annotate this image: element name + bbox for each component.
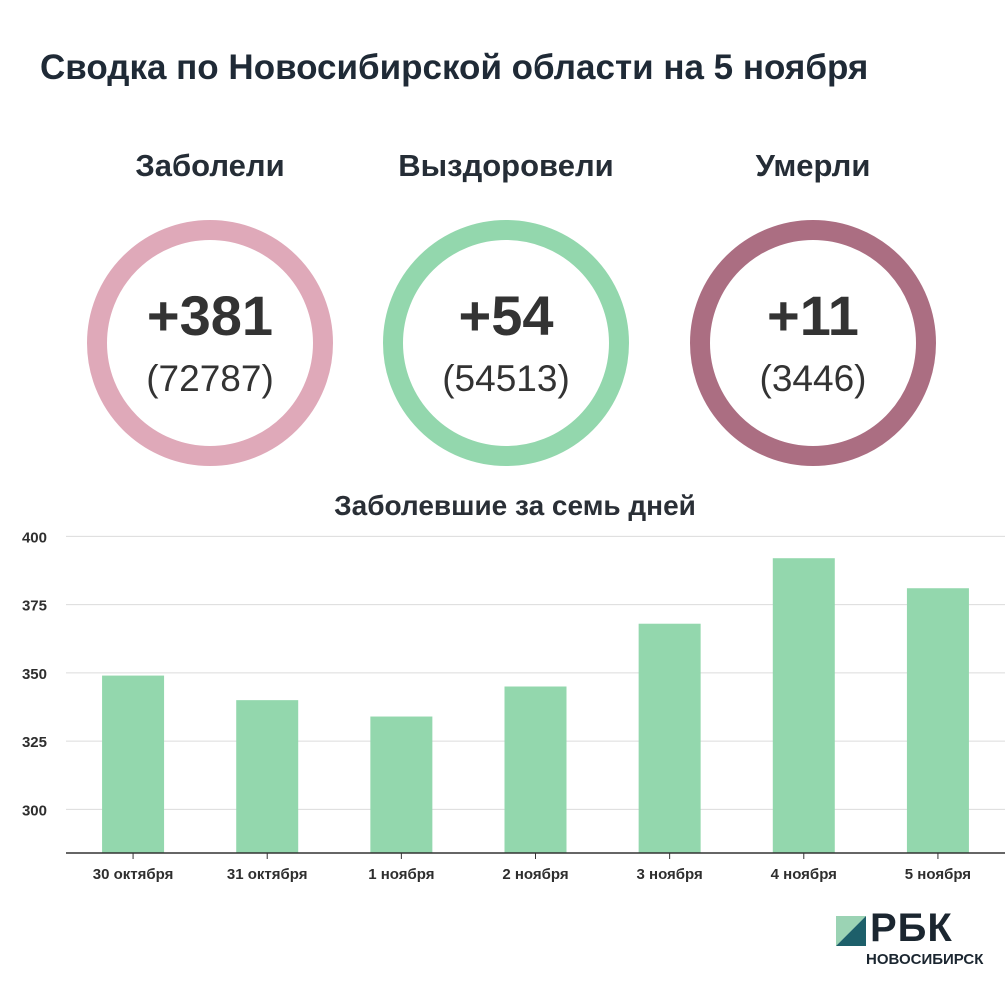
x-tick-label: 2 ноября <box>502 866 568 883</box>
y-tick-label: 350 <box>22 666 47 683</box>
bar <box>906 588 969 853</box>
stat-infected: Заболели +381 (72787) <box>60 140 360 470</box>
x-tick-label: 31 октября <box>227 866 308 883</box>
bar <box>236 700 299 853</box>
bar-chart: Заболевшие за семь дней 300325350375400 … <box>22 490 1005 883</box>
bar <box>638 623 701 853</box>
page-title: Сводка по Новосибирской области на 5 ноя… <box>40 48 869 87</box>
stat-infected-label: Заболели <box>135 148 285 183</box>
y-tick-label: 300 <box>22 802 47 819</box>
x-tick-label: 30 октября <box>93 866 174 883</box>
bar <box>772 558 835 853</box>
bar <box>370 716 433 853</box>
x-tick-label: 3 ноября <box>637 866 703 883</box>
stat-recovered-ring: +54 (54513) <box>383 220 629 466</box>
y-tick-label: 325 <box>22 734 47 751</box>
rbc-logo: РБК НОВОСИБИРСК <box>836 908 996 976</box>
stat-deaths-total: (3446) <box>759 358 867 399</box>
stat-deaths: Умерли +11 (3446) <box>663 140 963 470</box>
bar <box>102 675 165 853</box>
bar <box>504 686 567 853</box>
x-tick-label: 1 ноября <box>368 866 434 883</box>
y-tick-label: 375 <box>22 598 47 615</box>
stat-recovered: Выздоровели +54 (54513) <box>356 140 656 470</box>
stat-recovered-label: Выздоровели <box>398 148 614 183</box>
stat-infected-total: (72787) <box>146 358 274 399</box>
stat-infected-ring: +381 (72787) <box>87 220 333 466</box>
rbc-logo-region: НОВОСИБИРСК <box>866 951 984 968</box>
bars <box>102 558 969 853</box>
stat-recovered-total: (54513) <box>442 358 570 399</box>
stat-infected-delta: +381 <box>146 284 274 347</box>
axes: 30 октября 31 октября 1 ноября 2 ноября 3 но… <box>66 852 1005 883</box>
stat-deaths-ring: +11 (3446) <box>690 220 936 466</box>
stat-recovered-delta: +54 <box>458 284 554 347</box>
chart-title: Заболевшие за семь дней <box>334 490 696 521</box>
rbc-logo-brand: РБК <box>870 906 953 950</box>
stat-deaths-label: Умерли <box>755 148 871 183</box>
rbc-logo-mark-icon <box>836 916 866 946</box>
y-tick-label: 400 <box>22 529 47 546</box>
x-tick-label: 5 ноября <box>905 866 971 883</box>
x-tick-label: 4 ноября <box>771 866 837 883</box>
stat-deaths-delta: +11 <box>767 284 859 347</box>
